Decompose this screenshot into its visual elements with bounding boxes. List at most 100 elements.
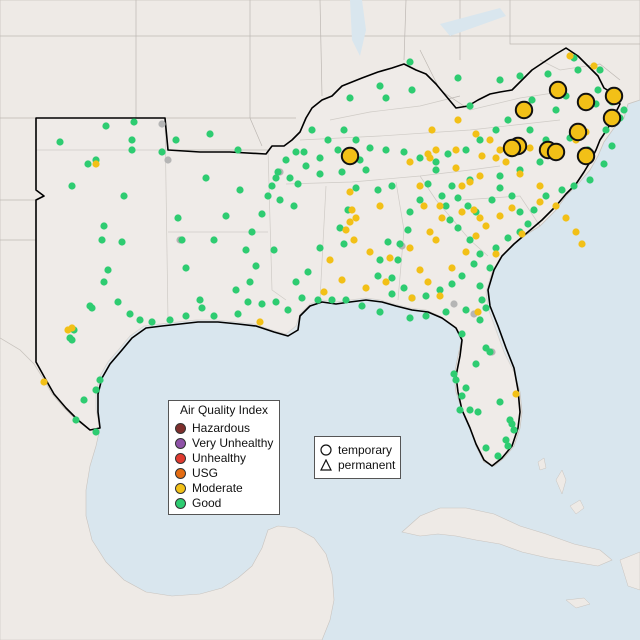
station-marker-good[interactable] [246, 278, 254, 286]
station-marker-good[interactable] [72, 416, 80, 424]
station-marker-good[interactable] [422, 292, 430, 300]
station-marker-good[interactable] [210, 236, 218, 244]
station-marker-good[interactable] [574, 66, 582, 74]
station-marker-good[interactable] [198, 304, 206, 312]
station-marker-good[interactable] [104, 266, 112, 274]
station-marker-moderate[interactable] [432, 146, 440, 154]
station-marker-good[interactable] [600, 160, 608, 168]
station-marker-moderate[interactable] [562, 214, 570, 222]
station-marker-good[interactable] [286, 174, 294, 182]
station-marker-good[interactable] [242, 246, 250, 254]
station-marker-good[interactable] [462, 146, 470, 154]
station-marker-good[interactable] [474, 408, 482, 416]
station-marker-good[interactable] [400, 148, 408, 156]
station-marker-good[interactable] [496, 76, 504, 84]
station-marker-good[interactable] [466, 102, 474, 110]
station-marker-moderate[interactable] [478, 152, 486, 160]
station-marker-good[interactable] [464, 202, 472, 210]
station-marker-good[interactable] [182, 264, 190, 272]
station-marker-good[interactable] [438, 192, 446, 200]
station-marker-good[interactable] [486, 348, 494, 356]
station-marker-good[interactable] [416, 154, 424, 162]
station-marker-good[interactable] [302, 162, 310, 170]
station-marker-good[interactable] [264, 192, 272, 200]
station-marker-good[interactable] [284, 306, 292, 314]
station-marker-moderate[interactable] [416, 266, 424, 274]
station-marker-good[interactable] [406, 208, 414, 216]
station-marker-good[interactable] [300, 148, 308, 156]
station-marker-moderate[interactable] [486, 136, 494, 144]
station-marker-good[interactable] [292, 278, 300, 286]
station-marker-good[interactable] [570, 182, 578, 190]
station-marker-good[interactable] [294, 180, 302, 188]
station-marker-moderate-large[interactable] [604, 86, 624, 106]
station-marker-good[interactable] [472, 360, 480, 368]
station-marker-good[interactable] [488, 196, 496, 204]
station-marker-good[interactable] [496, 184, 504, 192]
station-marker-moderate-large[interactable] [568, 122, 588, 142]
station-marker-moderate-large[interactable] [602, 108, 622, 128]
station-marker-good[interactable] [128, 146, 136, 154]
station-marker-good[interactable] [308, 126, 316, 134]
station-marker-moderate[interactable] [590, 62, 598, 70]
station-marker-good[interactable] [148, 318, 156, 326]
station-marker-good[interactable] [476, 316, 484, 324]
station-marker-good[interactable] [232, 286, 240, 294]
station-marker-good[interactable] [494, 452, 502, 460]
station-marker-moderate[interactable] [552, 202, 560, 210]
station-marker-moderate[interactable] [438, 214, 446, 222]
station-marker-good[interactable] [404, 226, 412, 234]
station-marker-moderate[interactable] [346, 218, 354, 226]
station-marker-unavailable[interactable] [450, 300, 458, 308]
station-marker-moderate-large[interactable] [548, 80, 568, 100]
station-marker-moderate[interactable] [424, 150, 432, 158]
station-marker-good[interactable] [252, 262, 260, 270]
station-marker-moderate[interactable] [352, 214, 360, 222]
station-marker-good[interactable] [524, 220, 532, 228]
station-marker-good[interactable] [84, 160, 92, 168]
station-marker-moderate[interactable] [348, 206, 356, 214]
station-marker-good[interactable] [374, 272, 382, 280]
station-marker-good[interactable] [436, 286, 444, 294]
station-marker-good[interactable] [516, 72, 524, 80]
station-marker-good[interactable] [98, 236, 106, 244]
station-marker-moderate[interactable] [366, 248, 374, 256]
station-marker-moderate-large[interactable] [576, 146, 596, 166]
station-marker-good[interactable] [602, 126, 610, 134]
station-marker-good[interactable] [128, 136, 136, 144]
station-marker-good[interactable] [476, 250, 484, 258]
station-marker-moderate[interactable] [452, 146, 460, 154]
station-marker-good[interactable] [458, 392, 466, 400]
station-marker-good[interactable] [166, 316, 174, 324]
station-marker-good[interactable] [314, 296, 322, 304]
station-marker-good[interactable] [510, 426, 518, 434]
station-marker-good[interactable] [136, 316, 144, 324]
station-marker-good[interactable] [558, 186, 566, 194]
station-marker-good[interactable] [68, 182, 76, 190]
station-marker-good[interactable] [400, 284, 408, 292]
station-marker-good[interactable] [234, 310, 242, 318]
station-marker-good[interactable] [336, 224, 344, 232]
station-marker-good[interactable] [92, 386, 100, 394]
station-marker-good[interactable] [542, 192, 550, 200]
station-marker-good[interactable] [376, 308, 384, 316]
station-marker-moderate[interactable] [492, 154, 500, 162]
station-marker-moderate[interactable] [350, 236, 358, 244]
station-marker-good[interactable] [114, 298, 122, 306]
station-marker-good[interactable] [388, 290, 396, 298]
station-marker-good[interactable] [274, 168, 282, 176]
station-marker-good[interactable] [508, 420, 516, 428]
station-marker-good[interactable] [408, 86, 416, 94]
station-marker-good[interactable] [552, 106, 560, 114]
station-marker-good[interactable] [358, 302, 366, 310]
station-marker-good[interactable] [462, 384, 470, 392]
station-marker-moderate[interactable] [416, 182, 424, 190]
station-marker-good[interactable] [620, 106, 628, 114]
station-marker-moderate[interactable] [508, 204, 516, 212]
station-marker-good[interactable] [508, 192, 516, 200]
station-marker-good[interactable] [282, 156, 290, 164]
station-marker-moderate-large[interactable] [576, 92, 596, 112]
station-marker-moderate[interactable] [518, 230, 526, 238]
station-marker-good[interactable] [516, 208, 524, 216]
